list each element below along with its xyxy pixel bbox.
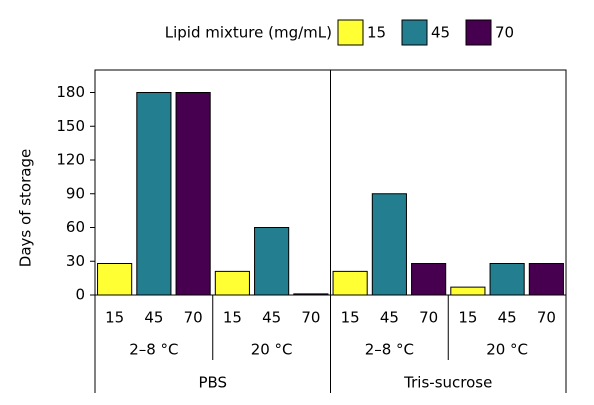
y-tick-label: 90: [66, 184, 85, 202]
category-label: 20 °C: [486, 341, 528, 359]
bar: [528, 263, 564, 296]
bar: [254, 227, 290, 296]
x-tick-label: 70: [301, 309, 320, 327]
plot-frame: [94, 69, 567, 296]
legend-title: Lipid mixture (mg/mL): [165, 24, 332, 42]
y-tick-label: 180: [56, 83, 85, 101]
bar: [136, 92, 172, 296]
legend-swatch: [465, 19, 492, 46]
bar: [411, 263, 447, 296]
bar: [332, 270, 368, 296]
x-tick-label: 45: [498, 309, 517, 327]
category-label: 2–8 °C: [365, 341, 414, 359]
category-label: 20 °C: [251, 341, 293, 359]
y-axis-label: Days of storage: [17, 149, 35, 267]
legend-label: 70: [495, 24, 514, 42]
bar: [489, 263, 525, 296]
legend-swatch: [401, 19, 428, 46]
bar: [450, 286, 486, 296]
y-tick-label: 60: [66, 218, 85, 236]
x-tick-label: 70: [184, 309, 203, 327]
x-tick-label: 70: [537, 309, 556, 327]
bar: [175, 92, 211, 296]
x-tick-label: 45: [144, 309, 163, 327]
y-tick-label: 0: [75, 286, 85, 304]
legend-label: 45: [431, 24, 450, 42]
x-tick-label: 45: [380, 309, 399, 327]
group-label: PBS: [198, 374, 227, 392]
group-label: Tris-sucrose: [403, 374, 492, 392]
x-tick-label: 15: [341, 309, 360, 327]
x-tick-label: 15: [105, 309, 124, 327]
bar: [214, 270, 250, 296]
bar: [371, 193, 407, 296]
x-tick-label: 70: [419, 309, 438, 327]
x-tick-label: 15: [223, 309, 242, 327]
legend-label: 15: [367, 24, 386, 42]
y-tick-label: 30: [66, 252, 85, 270]
bar: [97, 263, 133, 296]
y-tick-label: 150: [56, 117, 85, 135]
legend-swatch: [337, 19, 364, 46]
y-tick-label: 120: [56, 151, 85, 169]
category-label: 2–8 °C: [129, 341, 178, 359]
x-tick-label: 45: [262, 309, 281, 327]
x-tick-label: 15: [458, 309, 477, 327]
